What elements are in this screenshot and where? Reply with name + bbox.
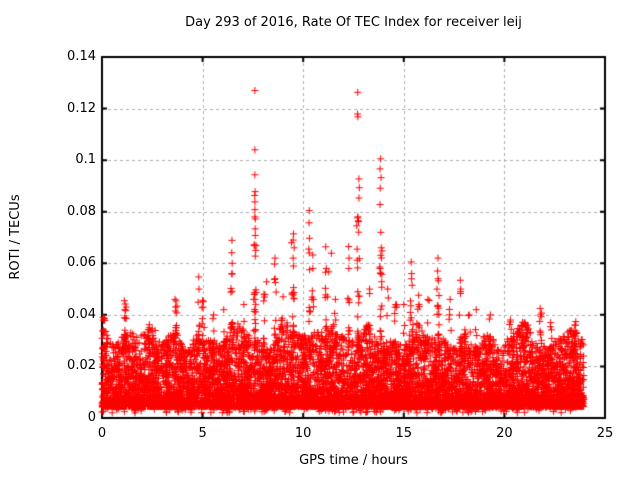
y-axis-label: ROTI / TECUs bbox=[8, 194, 23, 280]
x-tick-label: 25 bbox=[596, 426, 614, 441]
x-tick-label: 15 bbox=[395, 426, 413, 441]
y-tick-label: 0.1 bbox=[75, 152, 96, 168]
x-axis-label: GPS time / hours bbox=[299, 453, 408, 468]
y-tick-label: 0.08 bbox=[67, 203, 96, 219]
y-tick-label: 0.14 bbox=[67, 49, 96, 64]
x-tick-label: 0 bbox=[97, 426, 107, 441]
y-tick-label: 0.02 bbox=[67, 358, 96, 374]
y-tick-label: 0.04 bbox=[67, 306, 96, 322]
y-tick-label: 0.12 bbox=[67, 100, 96, 116]
y-tick-label: 0 bbox=[87, 410, 96, 425]
x-tick-label: 5 bbox=[198, 426, 207, 441]
x-tick-label: 10 bbox=[294, 426, 312, 441]
y-tick-label: 0.06 bbox=[67, 255, 96, 271]
x-tick-label: 20 bbox=[496, 426, 513, 441]
chart-title: Day 293 of 2016, Rate Of TEC Index for r… bbox=[185, 15, 522, 30]
